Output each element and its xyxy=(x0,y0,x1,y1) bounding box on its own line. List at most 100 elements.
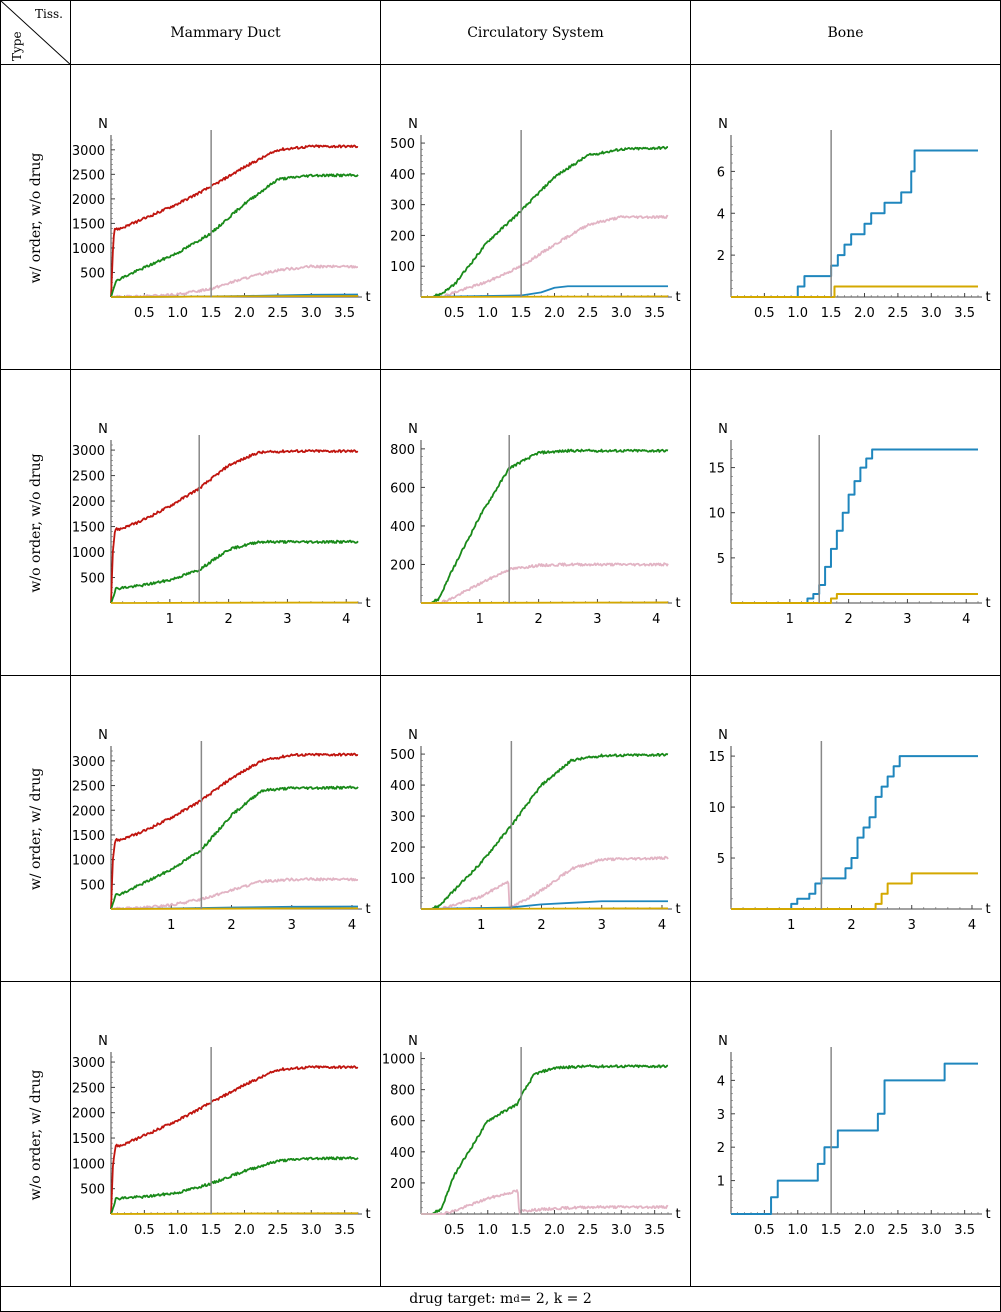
x-tick-label: 3.5 xyxy=(644,306,665,321)
x-tick-label: 1.0 xyxy=(167,1223,188,1238)
series-yellow xyxy=(110,601,359,604)
y-tick-label: 2000 xyxy=(72,1107,105,1122)
x-tick-label: 2 xyxy=(847,918,855,933)
y-tick-label: 2 xyxy=(717,249,725,264)
y-axis-label: N xyxy=(98,728,108,743)
x-axis-label: t xyxy=(675,902,680,917)
x-tick-label: 1.5 xyxy=(511,1223,532,1238)
y-tick-label: 200 xyxy=(390,1177,415,1192)
y-tick-label: 1500 xyxy=(72,217,105,232)
x-tick-label: 2.0 xyxy=(854,1223,875,1238)
y-tick-label: 3000 xyxy=(72,755,105,770)
series-green xyxy=(421,145,669,298)
series-blue xyxy=(731,1062,978,1215)
chart-mammary-order-drug: Nt 1 2 3 4 500 1000 1500 2000 2500 3000 xyxy=(72,728,371,933)
series-red xyxy=(110,144,359,298)
x-tick-label: 3 xyxy=(903,612,911,627)
series-pink xyxy=(421,562,669,604)
y-tick-label: 5 xyxy=(717,552,725,567)
series-blue xyxy=(420,285,668,298)
x-tick-label: 0.5 xyxy=(754,306,775,321)
x-tick-label: 2 xyxy=(534,612,542,627)
y-tick-label: 1500 xyxy=(72,829,105,844)
row-label-0: w/ order, w/o drug xyxy=(28,152,44,284)
y-tick-label: 500 xyxy=(390,748,415,763)
x-tick-label: 1 xyxy=(476,612,484,627)
row-label-3: w/o order, w/ drug xyxy=(28,1069,44,1201)
y-tick-label: 10 xyxy=(708,507,725,522)
y-tick-label: 15 xyxy=(708,462,725,477)
x-tick-label: 1.0 xyxy=(477,306,498,321)
y-axis-label: N xyxy=(98,1034,108,1049)
x-tick-label: 1.0 xyxy=(167,306,188,321)
row-label-1: w/o order, w/o drug xyxy=(28,453,44,593)
x-tick-label: 1 xyxy=(787,918,795,933)
y-tick-label: 1 xyxy=(717,1175,725,1190)
y-tick-label: 800 xyxy=(390,443,415,458)
y-tick-label: 2500 xyxy=(72,1081,105,1096)
y-tick-label: 2500 xyxy=(72,780,105,795)
y-tick-label: 100 xyxy=(390,260,415,275)
y-tick-label: 2000 xyxy=(72,193,105,208)
x-tick-label: 3 xyxy=(288,918,296,933)
series-green xyxy=(110,173,359,298)
x-tick-label: 2.0 xyxy=(544,1223,565,1238)
x-axis-label: t xyxy=(365,596,370,611)
series-blue xyxy=(731,149,978,298)
y-tick-label: 500 xyxy=(80,266,105,281)
y-tick-label: 3000 xyxy=(72,1056,105,1071)
y-axis-label: N xyxy=(408,422,418,437)
y-tick-label: 5 xyxy=(717,852,725,867)
x-tick-label: 2.5 xyxy=(578,306,599,321)
y-axis-label: N xyxy=(98,422,108,437)
y-tick-label: 600 xyxy=(390,481,415,496)
series-yellow xyxy=(731,592,978,604)
x-tick-label: 1.5 xyxy=(821,306,842,321)
series-red xyxy=(110,1065,359,1215)
row-label-2: w/ order, w/ drug xyxy=(28,767,44,891)
corner-type-label: Type xyxy=(10,31,24,61)
y-tick-label: 2 xyxy=(717,1141,725,1156)
series-blue xyxy=(731,448,978,604)
chart-bone-noorder-drug: Nt 0.5 1.0 1.5 2.0 2.5 3.0 3.5 1 2 3 4 xyxy=(717,1034,991,1238)
x-tick-label: 1.5 xyxy=(201,1223,222,1238)
x-tick-label: 2.5 xyxy=(268,306,289,321)
footer-prefix: drug target: m xyxy=(409,1291,514,1307)
y-tick-label: 100 xyxy=(390,872,415,887)
y-axis-label: N xyxy=(718,117,728,132)
chart-circulatory-order-nodrug: Nt 0.5 1.0 1.5 2.0 2.5 3.0 3.5 100 200 300 400 500 xyxy=(390,117,680,321)
x-tick-label: 4 xyxy=(658,918,666,933)
x-tick-label: 3 xyxy=(283,612,291,627)
x-tick-label: 1 xyxy=(166,612,174,627)
x-axis-label: t xyxy=(985,290,990,305)
x-tick-label: 1.5 xyxy=(201,306,222,321)
y-axis-label: N xyxy=(718,422,728,437)
y-tick-label: 500 xyxy=(390,137,415,152)
y-tick-label: 200 xyxy=(390,229,415,244)
row-label-cell-2: w/ order, w/ drug xyxy=(0,675,71,982)
series-yellow xyxy=(110,1212,359,1215)
x-tick-label: 2 xyxy=(224,612,232,627)
x-tick-label: 4 xyxy=(348,918,356,933)
x-axis-label: t xyxy=(365,1207,370,1222)
x-tick-label: 2.5 xyxy=(888,306,909,321)
x-tick-label: 3.0 xyxy=(921,306,942,321)
series-yellow xyxy=(110,295,359,298)
x-tick-label: 2.5 xyxy=(268,1223,289,1238)
x-tick-label: 1 xyxy=(786,612,794,627)
series-pink xyxy=(421,214,669,298)
x-tick-label: 3.5 xyxy=(954,1223,975,1238)
x-tick-label: 2 xyxy=(227,918,235,933)
series-green xyxy=(421,1064,669,1215)
series-pink xyxy=(111,264,359,298)
series-blue xyxy=(731,755,978,910)
